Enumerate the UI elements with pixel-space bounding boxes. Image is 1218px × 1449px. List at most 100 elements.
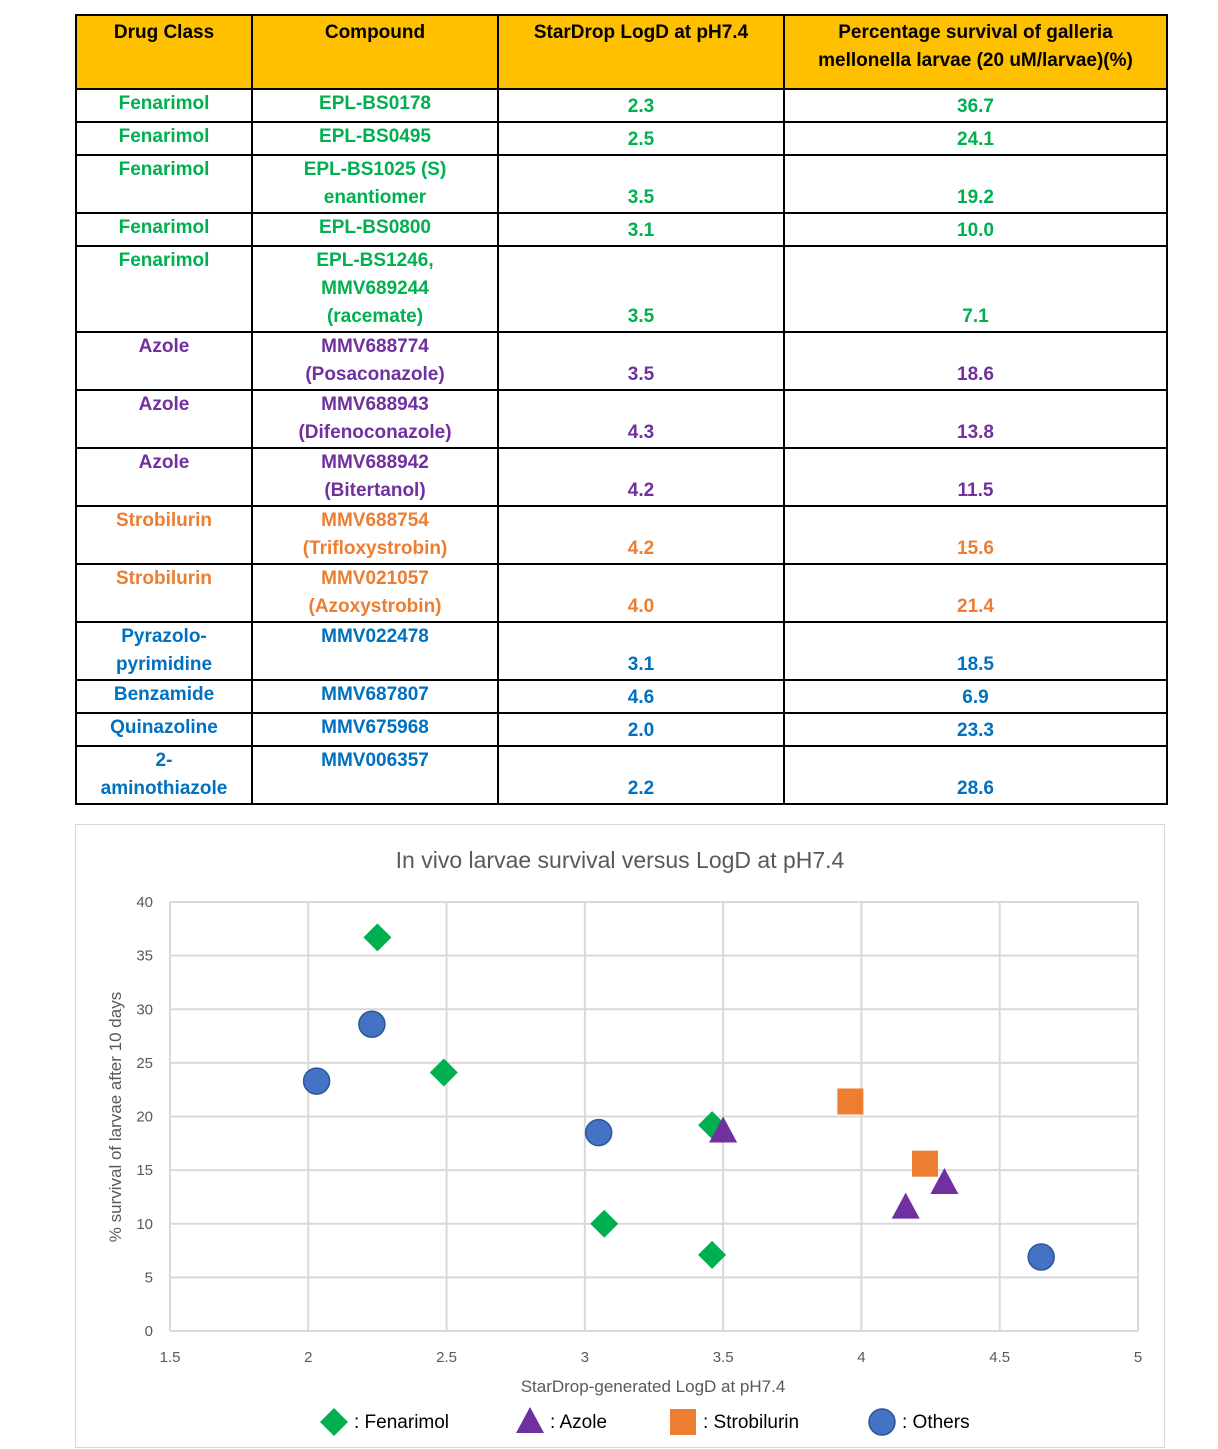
- x-tick-label: 4.5: [989, 1349, 1010, 1366]
- y-tick-label: 40: [136, 894, 153, 911]
- table-row: Quinazoline MMV675968 2.0 23.3: [75, 712, 1168, 747]
- scatter-chart: In vivo larvae survival versus LogD at p…: [106, 847, 1142, 1436]
- table-row: Fenarimol EPL-BS0495 2.5 24.1: [75, 121, 1168, 156]
- header-logd: StarDrop LogD at pH7.4: [497, 14, 785, 90]
- legend-marker-triangle: [516, 1407, 544, 1433]
- cell-drug-class: Strobilurin: [75, 505, 253, 565]
- table-body: Fenarimol EPL-BS0178 2.3 36.7 Fenarimol EPL-B…: [75, 88, 1168, 805]
- table-row: Strobilurin MMV688754 (Trifloxystrobin) 4.2…: [75, 505, 1168, 565]
- cell-survival: 15.6: [783, 505, 1168, 565]
- compound-line: (racemate): [326, 306, 424, 327]
- cell-survival: 21.4: [783, 563, 1168, 623]
- legend-label: : Fenarimol: [354, 1412, 449, 1433]
- cell-drug-class: Strobilurin: [75, 563, 253, 623]
- y-tick-label: 0: [145, 1323, 153, 1340]
- legend-label: : Others: [902, 1412, 970, 1433]
- y-tick-label: 5: [145, 1269, 153, 1286]
- x-tick-label: 2: [304, 1349, 312, 1366]
- cell-drug-class: Fenarimol: [75, 245, 253, 333]
- compound-line: MMV688942: [321, 452, 429, 473]
- cell-logd: 4.0: [497, 563, 785, 623]
- cell-drug-class: 2- aminothiazole: [75, 745, 253, 805]
- x-tick-label: 2.5: [436, 1349, 457, 1366]
- cell-logd: 3.1: [497, 621, 785, 681]
- cell-logd: 4.3: [497, 389, 785, 449]
- header-drug-class: Drug Class: [75, 14, 253, 90]
- cell-logd: 2.5: [497, 121, 785, 156]
- table-row: Azole MMV688942 (Bitertanol) 4.2 11.5: [75, 447, 1168, 507]
- x-tick-label: 3.5: [713, 1349, 734, 1366]
- x-axis-title: StarDrop-generated LogD at pH7.4: [521, 1377, 786, 1396]
- table-row: Benzamide MMV687807 4.6 6.9: [75, 679, 1168, 714]
- compound-line: MMV688754: [321, 510, 429, 531]
- data-point-circle: [584, 1118, 613, 1147]
- legend-marker-diamond: [320, 1408, 348, 1436]
- cell-logd: 3.5: [497, 154, 785, 214]
- cell-compound: MMV006357: [251, 745, 499, 805]
- cell-compound: MMV022478: [251, 621, 499, 681]
- table-header-row: Drug Class Compound StarDrop LogD at pH7…: [75, 14, 1168, 90]
- cell-logd: 4.2: [497, 447, 785, 507]
- table-row: Fenarimol EPL-BS0800 3.1 10.0: [75, 212, 1168, 247]
- cell-survival: 23.3: [783, 712, 1168, 747]
- data-table: Drug Class Compound StarDrop LogD at pH7…: [75, 14, 1168, 805]
- cell-compound: MMV688754 (Trifloxystrobin): [251, 505, 499, 565]
- cell-drug-class: Azole: [75, 389, 253, 449]
- cell-drug-class: Quinazoline: [75, 712, 253, 747]
- tick-labels: 1.5 2 2.5 3 3.5 4 4.5 5 0 5 10 15 20 25 30 35 40: [136, 894, 1142, 1366]
- cell-logd: 4.2: [497, 505, 785, 565]
- cell-drug-class: Benzamide: [75, 679, 253, 714]
- grid-lines: [169, 901, 1139, 1332]
- compound-line: (Difenoconazole): [298, 422, 452, 443]
- data-point-triangle: [930, 1167, 959, 1194]
- cell-survival: 36.7: [783, 88, 1168, 123]
- cell-logd: 4.6: [497, 679, 785, 714]
- legend-marker-square: [670, 1409, 696, 1435]
- compound-line: (Bitertanol): [324, 480, 426, 501]
- cell-logd: 2.2: [497, 745, 785, 805]
- x-tick-label: 3: [581, 1349, 589, 1366]
- data-point-circle: [302, 1067, 331, 1095]
- x-tick-label: 1.5: [160, 1349, 181, 1366]
- cell-drug-class: Azole: [75, 331, 253, 391]
- compound-line: MMV688774: [321, 336, 429, 357]
- cell-compound: MMV675968: [251, 712, 499, 747]
- table-row: Azole MMV688774 (Posaconazole) 3.5 18.6: [75, 331, 1168, 391]
- table-row: Pyrazolo- pyrimidine MMV022478 3.1 18.5: [75, 621, 1168, 681]
- y-tick-label: 25: [136, 1055, 153, 1072]
- cell-survival: 19.2: [783, 154, 1168, 214]
- header-survival: Percentage survival of galleria mellonel…: [783, 14, 1168, 90]
- compound-line: MMV021057: [321, 568, 429, 589]
- y-tick-label: 35: [136, 948, 153, 965]
- cell-compound: EPL-BS1025 (S) enantiomer: [251, 154, 499, 214]
- cell-compound: EPL-BS0800: [251, 212, 499, 247]
- compound-line: MMV675968: [321, 717, 429, 738]
- cell-drug-class: Pyrazolo- pyrimidine: [75, 621, 253, 681]
- table-row: Fenarimol EPL-BS1025 (S) enantiomer 3.5 19.2: [75, 154, 1168, 214]
- table-row: Fenarimol EPL-BS1246, MMV689244 (racemate) 3…: [75, 245, 1168, 333]
- data-point-diamond: [429, 1058, 458, 1087]
- cell-drug-class: Fenarimol: [75, 121, 253, 156]
- cell-compound: MMV688942 (Bitertanol): [251, 447, 499, 507]
- y-axis-title: % survival of larvae after 10 days: [106, 992, 125, 1242]
- compound-line: MMV006357: [321, 750, 429, 771]
- cell-survival: 13.8: [783, 389, 1168, 449]
- cell-compound: MMV687807: [251, 679, 499, 714]
- cell-logd: 3.1: [497, 212, 785, 247]
- data-point-triangle: [891, 1192, 920, 1219]
- cell-drug-class: Fenarimol: [75, 88, 253, 123]
- cell-survival: 11.5: [783, 447, 1168, 507]
- cell-compound: MMV021057 (Azoxystrobin): [251, 563, 499, 623]
- cell-compound: MMV688774 (Posaconazole): [251, 331, 499, 391]
- table-row: Strobilurin MMV021057 (Azoxystrobin) 4.0 21.…: [75, 563, 1168, 623]
- cell-survival: 7.1: [783, 245, 1168, 333]
- y-tick-label: 15: [136, 1162, 153, 1179]
- data-point-circle: [1027, 1243, 1055, 1271]
- compound-line: EPL-BS0495: [319, 126, 431, 147]
- cell-survival: 18.6: [783, 331, 1168, 391]
- chart-title: In vivo larvae survival versus LogD at p…: [396, 847, 845, 873]
- cell-logd: 3.5: [497, 245, 785, 333]
- compound-line: EPL-BS1246,: [316, 250, 434, 271]
- table-row: Fenarimol EPL-BS0178 2.3 36.7: [75, 88, 1168, 123]
- legend-label: : Azole: [550, 1412, 607, 1433]
